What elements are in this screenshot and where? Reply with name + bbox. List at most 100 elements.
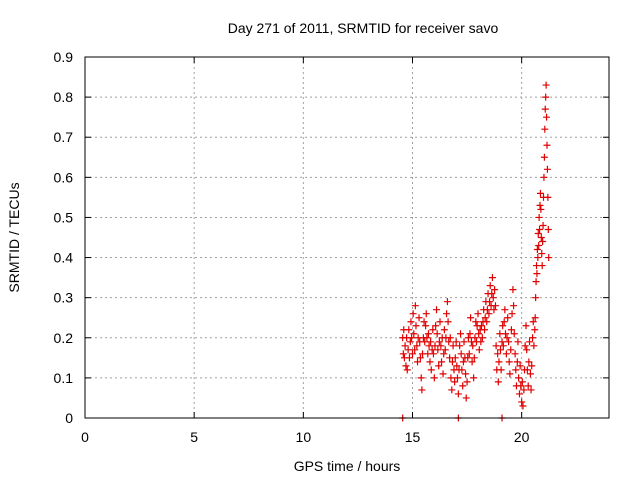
data-point — [475, 346, 483, 354]
data-point — [465, 350, 473, 358]
data-point — [440, 350, 448, 358]
data-point — [410, 330, 418, 338]
data-point — [490, 306, 498, 314]
x-tick-label: 5 — [190, 429, 198, 445]
data-point — [467, 314, 475, 322]
data-point — [494, 350, 502, 358]
data-point — [433, 330, 441, 338]
data-point — [448, 358, 456, 366]
y-tick-label: 0.2 — [54, 330, 74, 346]
data-point — [453, 374, 461, 382]
data-point — [539, 221, 547, 229]
data-point — [536, 201, 544, 209]
data-point — [526, 370, 534, 378]
data-point — [515, 374, 523, 382]
data-point — [511, 350, 519, 358]
data-point — [481, 314, 489, 322]
data-point — [459, 358, 467, 366]
data-point — [425, 342, 433, 350]
data-point — [539, 238, 547, 246]
data-point — [463, 378, 471, 386]
data-point — [542, 81, 550, 89]
data-point — [430, 374, 438, 382]
y-tick-label: 0.7 — [54, 129, 74, 145]
x-axis-title: GPS time / hours — [294, 458, 401, 474]
data-point — [471, 334, 479, 342]
data-point — [531, 314, 539, 322]
data-point — [520, 386, 528, 394]
data-point — [415, 314, 423, 322]
data-point — [536, 225, 544, 233]
axis-ticks — [84, 56, 609, 419]
data-point — [543, 113, 551, 121]
data-point — [491, 302, 499, 310]
data-point — [432, 322, 440, 330]
data-point — [417, 374, 425, 382]
data-point — [523, 346, 531, 354]
x-tick-label: 15 — [405, 429, 421, 445]
data-point — [481, 326, 489, 334]
y-tick-label: 0.5 — [54, 209, 74, 225]
data-point — [409, 310, 417, 318]
data-point — [399, 350, 407, 358]
data-point — [402, 362, 410, 370]
y-tick-label: 0.3 — [54, 290, 74, 306]
x-tick-label: 0 — [81, 429, 89, 445]
data-point — [522, 322, 530, 330]
data-point — [545, 254, 553, 262]
data-point — [445, 338, 453, 346]
data-point — [472, 318, 480, 326]
data-point — [497, 366, 505, 374]
data-point — [457, 350, 465, 358]
data-point — [486, 282, 494, 290]
data-point — [535, 242, 543, 250]
data-point — [453, 362, 461, 370]
data-point — [451, 354, 459, 362]
data-point — [483, 306, 491, 314]
data-point — [478, 334, 486, 342]
data-point — [401, 342, 409, 350]
data-point — [504, 314, 512, 322]
data-point — [543, 141, 551, 149]
data-point — [537, 205, 545, 213]
data-point — [542, 93, 550, 101]
data-point — [495, 358, 503, 366]
data-point — [534, 229, 542, 237]
y-tick-label: 0.6 — [54, 169, 74, 185]
data-point — [470, 374, 478, 382]
y-tick-labels: 0 0.1 0.2 0.3 0.4 0.5 0.6 0.7 0.8 0.9 — [54, 49, 74, 426]
data-point — [405, 326, 413, 334]
data-point — [540, 153, 548, 161]
data-point — [451, 378, 459, 386]
y-tick-label: 0 — [65, 410, 73, 426]
data-point — [406, 338, 414, 346]
data-point — [502, 330, 510, 338]
data-point — [528, 362, 536, 370]
data-point — [469, 342, 477, 350]
data-point — [460, 338, 468, 346]
data-point — [438, 358, 446, 366]
data-point — [515, 390, 523, 398]
data-point — [429, 350, 437, 358]
data-point — [407, 318, 415, 326]
data-point — [492, 342, 500, 350]
data-point — [418, 386, 426, 394]
data-point — [434, 346, 442, 354]
grid-lines — [85, 57, 609, 418]
data-point — [499, 342, 507, 350]
data-point — [527, 386, 535, 394]
data-point — [544, 225, 552, 233]
data-point — [537, 234, 545, 241]
data-point — [413, 342, 421, 350]
data-point — [516, 362, 524, 370]
data-point — [477, 322, 485, 330]
data-point — [531, 326, 539, 334]
data-point — [532, 294, 540, 302]
data-point — [436, 318, 444, 326]
data-point — [532, 278, 540, 286]
data-point — [446, 334, 454, 342]
data-point — [459, 382, 467, 390]
data-point — [466, 330, 474, 338]
data-points — [399, 81, 553, 422]
data-point — [502, 350, 510, 358]
